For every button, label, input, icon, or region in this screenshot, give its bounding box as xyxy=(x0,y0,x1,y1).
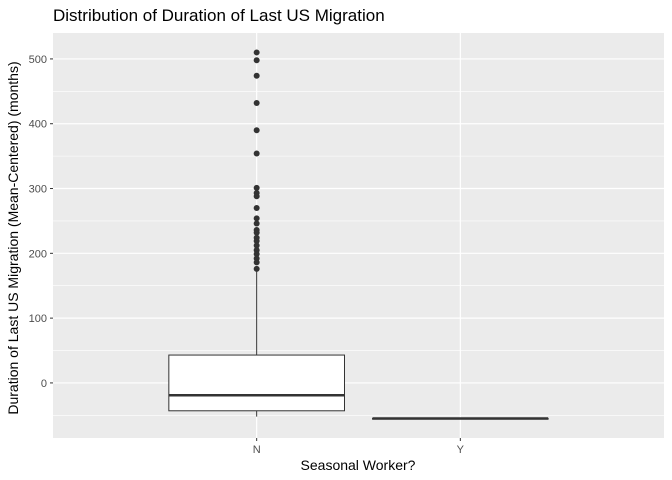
outlier-point xyxy=(253,215,260,222)
outlier-point xyxy=(253,150,260,157)
plot-panel xyxy=(53,33,664,438)
outlier-point xyxy=(253,242,260,249)
y-tick-label: 300 xyxy=(29,184,47,196)
outlier-point xyxy=(253,250,260,257)
outlier-point xyxy=(253,238,260,245)
x-axis-title: Seasonal Worker? xyxy=(301,457,416,473)
y-tick-label: 400 xyxy=(29,119,47,131)
outlier-point xyxy=(253,72,260,79)
y-tick-label: 0 xyxy=(41,378,47,390)
outlier-point xyxy=(253,184,260,191)
y-tick-label: 100 xyxy=(29,313,47,325)
outlier-point xyxy=(253,57,260,64)
box-marks xyxy=(168,49,549,420)
outlier-point xyxy=(253,127,260,134)
chart-title: Distribution of Duration of Last US Migr… xyxy=(53,6,385,25)
outlier-point xyxy=(253,265,260,272)
outlier-point xyxy=(253,229,260,236)
y-tick-label: 500 xyxy=(29,54,47,66)
outlier-point xyxy=(253,204,260,211)
outlier-point xyxy=(253,99,260,106)
box-Y xyxy=(372,417,549,420)
box-N xyxy=(168,49,345,417)
outlier-point xyxy=(253,193,260,200)
y-axis-ticks: 0 100 200 300 400 500 xyxy=(29,54,53,390)
x-tick-label: Y xyxy=(457,444,465,456)
outlier-point xyxy=(253,259,260,266)
outlier-point xyxy=(253,49,260,56)
x-tick-label: N xyxy=(253,444,261,456)
y-axis-title: Duration of Last US Migration (Mean-Cent… xyxy=(5,61,21,414)
y-tick-label: 200 xyxy=(29,248,47,260)
box-iqr xyxy=(168,354,345,412)
outlier-point xyxy=(253,220,260,227)
